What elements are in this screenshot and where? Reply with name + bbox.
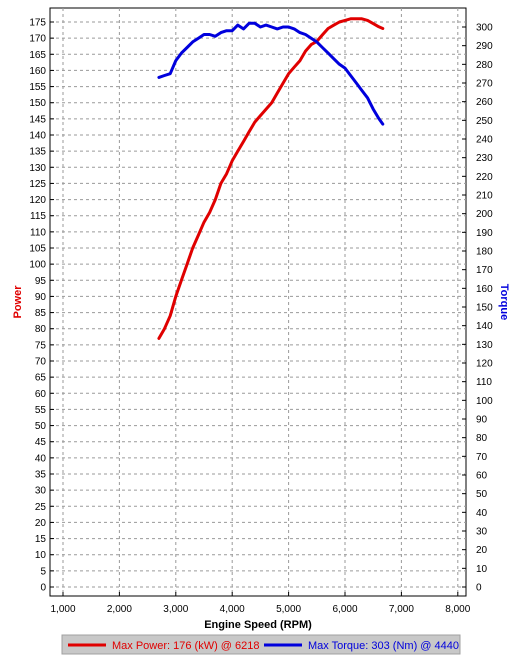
left-tick-label: 105 — [29, 244, 46, 255]
left-tick-label: 90 — [35, 292, 47, 303]
left-tick-label: 80 — [35, 324, 47, 335]
right-tick-label: 10 — [476, 564, 488, 575]
right-tick-label: 180 — [476, 247, 493, 258]
left-tick-label: 145 — [29, 114, 46, 125]
right-tick-label: 120 — [476, 359, 493, 370]
legend-label-torque: Max Torque: 303 (Nm) @ 4440 — [308, 640, 459, 652]
right-tick-label: 270 — [476, 79, 493, 90]
left-tick-label: 95 — [35, 276, 47, 287]
right-tick-label: 40 — [476, 508, 488, 519]
right-axis-ticks: 0 10 20 30 40 50 60 70 80 90 100 110 120 130 140 150 160… — [462, 23, 493, 594]
legend: Max Power: 176 (kW) @ 6218 Max Torque: 3… — [61, 634, 461, 655]
right-tick-label: 160 — [476, 284, 493, 295]
right-axis-title: Torque — [498, 284, 510, 320]
x-tick-label: 8,000 — [445, 604, 470, 615]
left-tick-label: 160 — [29, 66, 46, 77]
left-tick-label: 125 — [29, 179, 46, 190]
left-tick-label: 15 — [35, 534, 47, 545]
x-tick-label: 7,000 — [389, 604, 414, 615]
left-tick-label: 120 — [29, 195, 46, 206]
right-tick-label: 280 — [476, 60, 493, 71]
right-tick-label: 260 — [476, 97, 493, 108]
left-tick-label: 135 — [29, 147, 46, 158]
x-tick-label: 3,000 — [163, 604, 188, 615]
right-tick-label: 0 — [476, 583, 482, 594]
series-line-torque — [157, 21, 385, 126]
right-tick-label: 70 — [476, 452, 488, 463]
right-tick-label: 210 — [476, 191, 493, 202]
x-axis-ticks: 1,000 2,000 3,000 4,000 5,000 6,000 7,000 8,000 — [50, 592, 471, 615]
grid-lines — [50, 8, 466, 596]
series-line-power — [157, 17, 385, 340]
x-tick-label: 4,000 — [220, 604, 245, 615]
right-tick-label: 140 — [476, 321, 493, 332]
x-tick-label: 5,000 — [276, 604, 301, 615]
left-tick-label: 100 — [29, 260, 46, 271]
left-tick-label: 75 — [35, 340, 47, 351]
left-axis-title: Power — [12, 285, 24, 319]
left-tick-label: 130 — [29, 163, 46, 174]
left-tick-label: 150 — [29, 98, 46, 109]
x-tick-label: 6,000 — [332, 604, 357, 615]
left-tick-label: 175 — [29, 18, 46, 29]
left-tick-label: 40 — [35, 453, 47, 464]
right-tick-label: 170 — [476, 265, 493, 276]
left-tick-label: 65 — [35, 373, 47, 384]
x-tick-label: 2,000 — [107, 604, 132, 615]
left-tick-label: 35 — [35, 470, 47, 481]
left-tick-label: 55 — [35, 405, 47, 416]
left-tick-label: 85 — [35, 308, 47, 319]
right-tick-label: 150 — [476, 303, 493, 314]
left-axis-ticks: 0 5 10 15 20 25 30 35 40 45 50 55 60 65 70 75 80 85 90 95 10… — [29, 18, 54, 594]
right-tick-label: 80 — [476, 433, 488, 444]
left-tick-label: 155 — [29, 82, 46, 93]
left-tick-label: 110 — [30, 227, 46, 238]
right-tick-label: 90 — [476, 415, 488, 426]
right-tick-label: 190 — [476, 228, 493, 239]
left-tick-label: 0 — [40, 583, 46, 594]
left-tick-label: 115 — [30, 211, 46, 222]
legend-label-power: Max Power: 176 (kW) @ 6218 — [112, 640, 260, 652]
left-tick-label: 25 — [35, 502, 47, 513]
left-tick-label: 140 — [29, 131, 46, 142]
plot-area — [49, 7, 467, 597]
x-tick-label: 1,000 — [50, 604, 75, 615]
left-tick-label: 60 — [35, 389, 47, 400]
right-tick-label: 60 — [476, 471, 488, 482]
left-tick-label: 70 — [35, 357, 47, 368]
right-tick-label: 240 — [476, 135, 493, 146]
left-tick-label: 5 — [40, 566, 46, 577]
left-tick-label: 45 — [35, 437, 47, 448]
left-tick-label: 50 — [35, 421, 47, 432]
right-tick-label: 20 — [476, 545, 488, 556]
x-axis-title: Engine Speed (RPM) — [204, 619, 312, 631]
left-tick-label: 20 — [35, 518, 47, 529]
series-layer — [157, 17, 385, 340]
right-tick-label: 250 — [476, 116, 493, 127]
right-tick-label: 110 — [476, 377, 492, 388]
right-tick-label: 30 — [476, 527, 488, 538]
legend-box — [61, 634, 461, 655]
right-tick-label: 50 — [476, 489, 488, 500]
right-tick-label: 200 — [476, 209, 493, 220]
right-tick-label: 230 — [476, 153, 493, 164]
right-tick-label: 300 — [476, 23, 493, 34]
right-tick-label: 290 — [476, 41, 493, 52]
right-tick-label: 100 — [476, 396, 493, 407]
left-tick-label: 170 — [29, 34, 46, 45]
left-tick-label: 10 — [35, 550, 47, 561]
right-tick-label: 220 — [476, 172, 493, 183]
left-tick-label: 165 — [29, 50, 46, 61]
left-tick-label: 30 — [35, 486, 47, 497]
right-tick-label: 130 — [476, 340, 493, 351]
